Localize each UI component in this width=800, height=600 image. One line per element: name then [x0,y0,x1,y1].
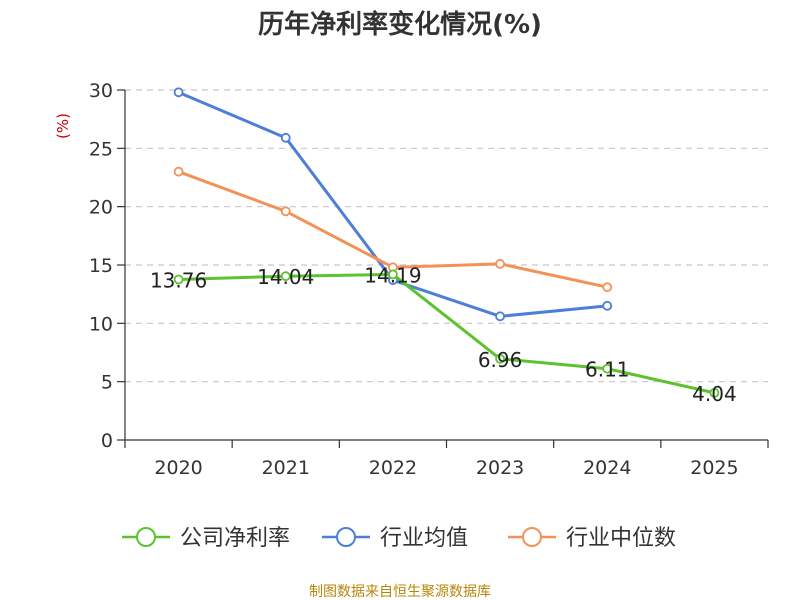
x-tick-label: 2024 [583,457,631,479]
data-point [602,363,613,374]
data-point [173,166,184,177]
legend-marker [522,527,542,547]
data-point [280,271,291,282]
data-label: 13.76 [150,268,207,292]
series-layer [173,87,720,398]
legend-label: 公司净利率 [180,526,290,551]
data-point [495,353,505,364]
y-tick-label: 20 [89,197,113,219]
y-tick-label: 30 [89,80,113,102]
data-label: 14.19 [364,263,421,287]
x-tick-label: 2020 [154,457,202,479]
data-point [602,282,613,293]
data-point [495,311,505,322]
source-footnote: 制图数据来自恒生聚源数据库 [309,584,491,600]
legend-marker [136,527,156,547]
y-tick-label: 5 [101,372,113,394]
data-point [280,206,291,217]
chart-title: 历年净利率变化情况(%) [258,9,542,40]
y-tick-label: 15 [89,255,113,277]
data-label: 6.96 [478,348,523,372]
data-point [495,258,505,269]
data-point [280,132,291,143]
data-point [173,274,184,285]
x-tick-label: 2021 [262,457,310,479]
series-line [178,272,715,395]
legend-item: 公司净利率 [122,526,290,551]
legend-label: 行业中位数 [566,526,676,551]
data-label: 14.04 [257,265,314,289]
data-point [602,300,613,311]
legend-marker [336,527,356,547]
x-tick-label: 2023 [476,457,524,479]
y-tick-label: 0 [101,430,113,452]
legend: 公司净利率 行业均值 行业中位数 [122,526,676,551]
x-tick-label: 2022 [369,457,417,479]
y-axis-label: (%) [54,113,72,139]
grid-layer [125,89,768,383]
legend-item: 行业中位数 [508,526,676,551]
x-tick-label: 2025 [690,457,738,479]
data-label: 6.11 [585,358,630,382]
data-point [173,87,184,98]
legend-label: 行业均值 [380,526,468,551]
y-tick-label: 10 [89,313,113,335]
data-label: 4.04 [692,382,737,406]
data-point [709,387,720,398]
data-label-layer: 13.76 14.04 14.19 6.96 6.11 4.04 [150,263,737,405]
y-tick-label: 25 [89,138,113,160]
legend-item: 行业均值 [322,526,468,551]
data-point [388,269,398,280]
